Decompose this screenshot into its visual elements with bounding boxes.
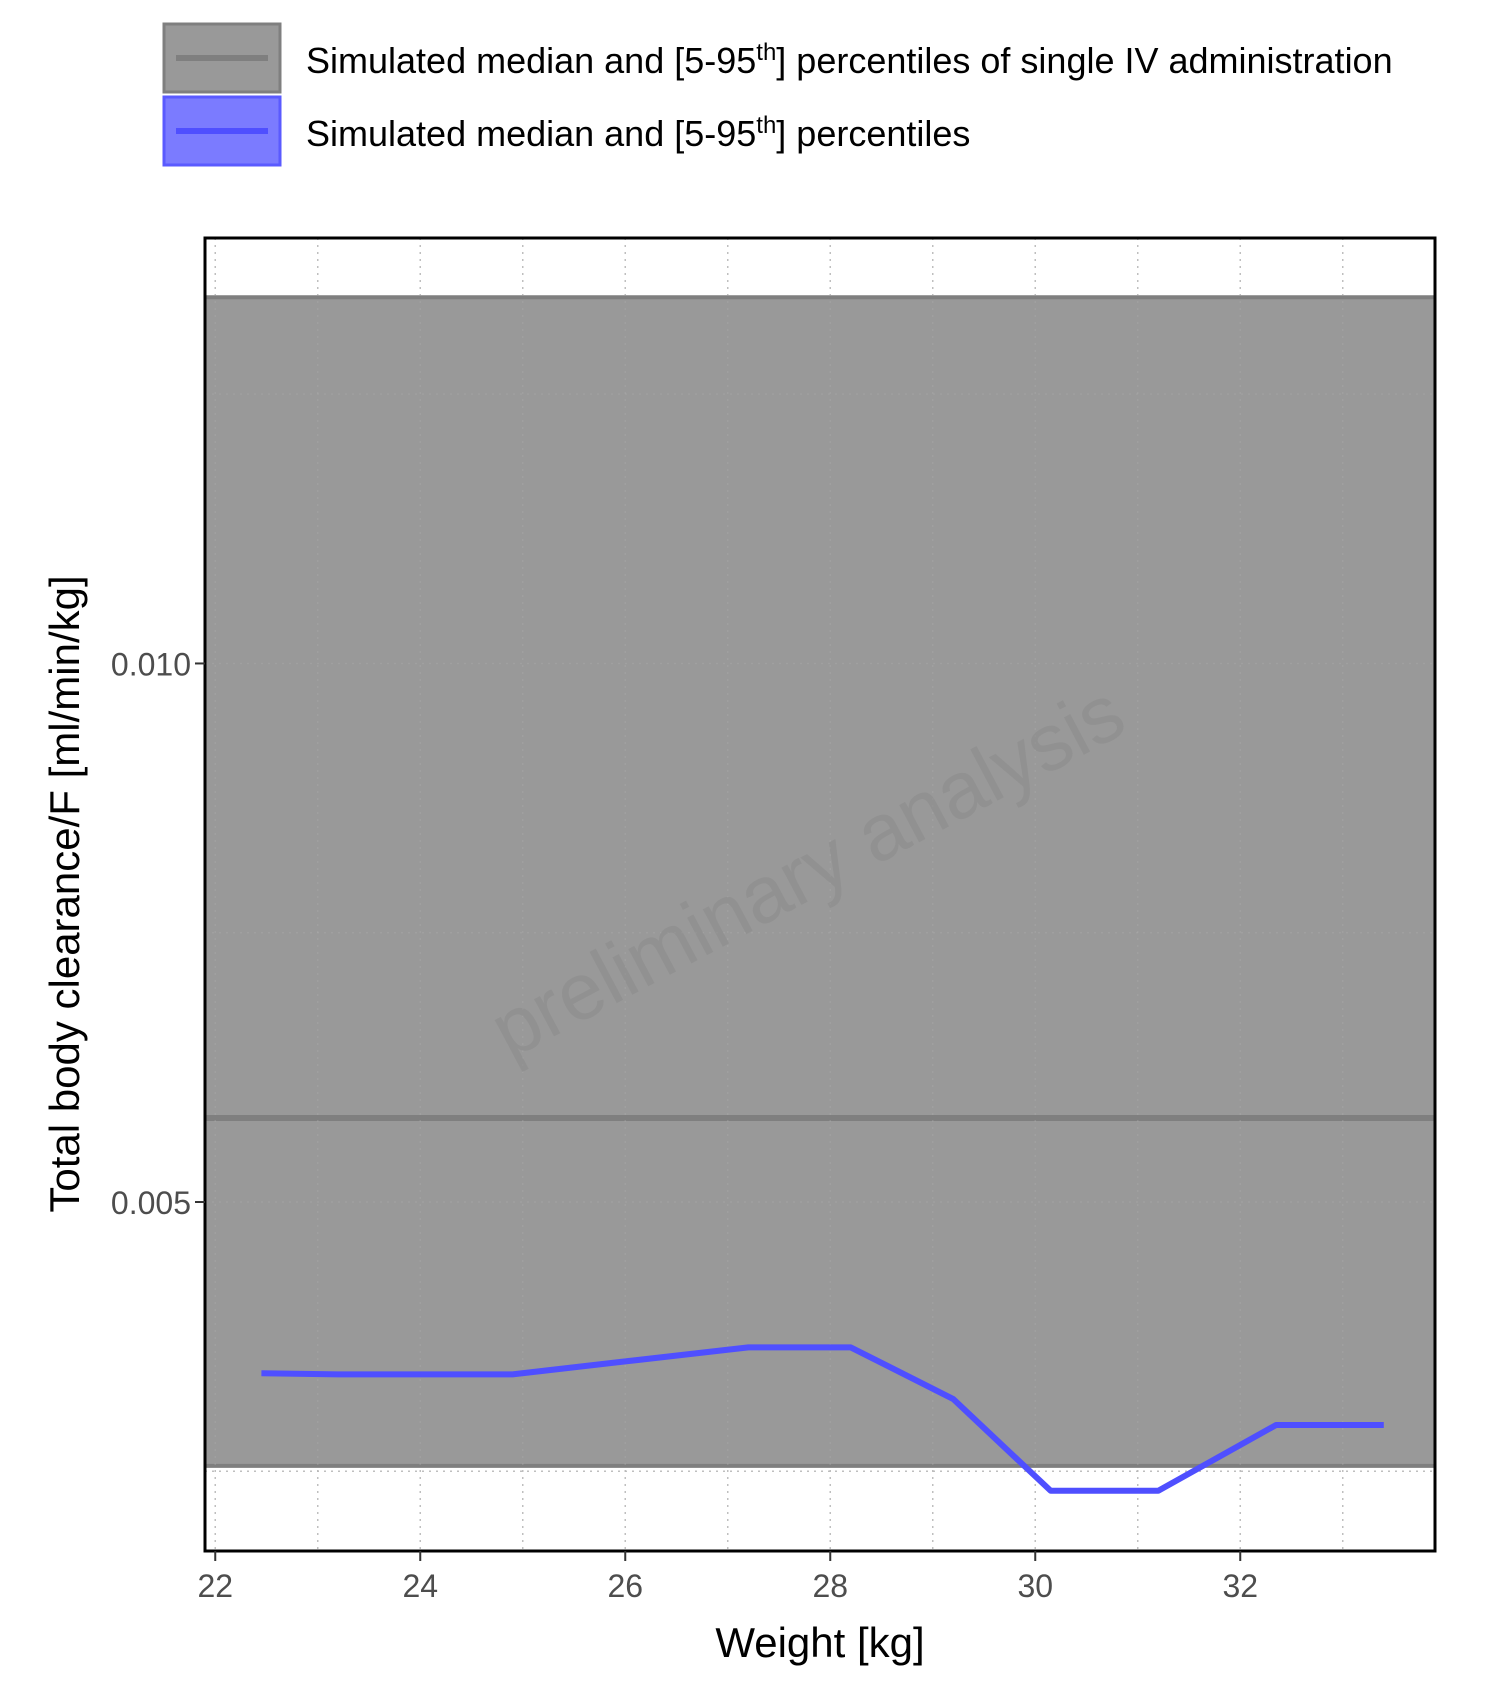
legend-label-simulated: Simulated median and [5-95th] percentile…: [306, 112, 970, 154]
x-tick-label: 32: [1222, 1568, 1258, 1604]
x-tick-label: 28: [812, 1568, 848, 1604]
y-axis: 0.005 0.010: [111, 646, 205, 1221]
y-tick-label: 0.005: [111, 1185, 191, 1221]
x-tick-label: 24: [402, 1568, 438, 1604]
series-line: [261, 1344, 1384, 1494]
legend-item-simulated: Simulated median and [5-95th] percentile…: [162, 95, 970, 167]
y-tick-label: 0.010: [111, 646, 191, 682]
plot-border: [203, 236, 1437, 1553]
reference-band: [205, 297, 1435, 1466]
x-tick-label: 30: [1017, 1568, 1053, 1604]
legend: Simulated median and [5-95th] percentile…: [162, 22, 1393, 167]
gridlines-overlay: [205, 238, 1435, 1551]
x-axis-title: Weight [kg]: [715, 1619, 924, 1666]
x-tick-label: 22: [197, 1568, 233, 1604]
legend-item-iv: Simulated median and [5-95th] percentile…: [162, 22, 1393, 94]
x-axis: 22 24 26 28 30 32: [197, 1551, 1258, 1604]
y-axis-title: Total body clearance/F [ml/min/kg]: [41, 575, 88, 1212]
reference-band-lines: [205, 295, 1435, 1468]
x-tick-label: 26: [607, 1568, 643, 1604]
legend-label-iv: Simulated median and [5-95th] percentile…: [306, 39, 1393, 81]
